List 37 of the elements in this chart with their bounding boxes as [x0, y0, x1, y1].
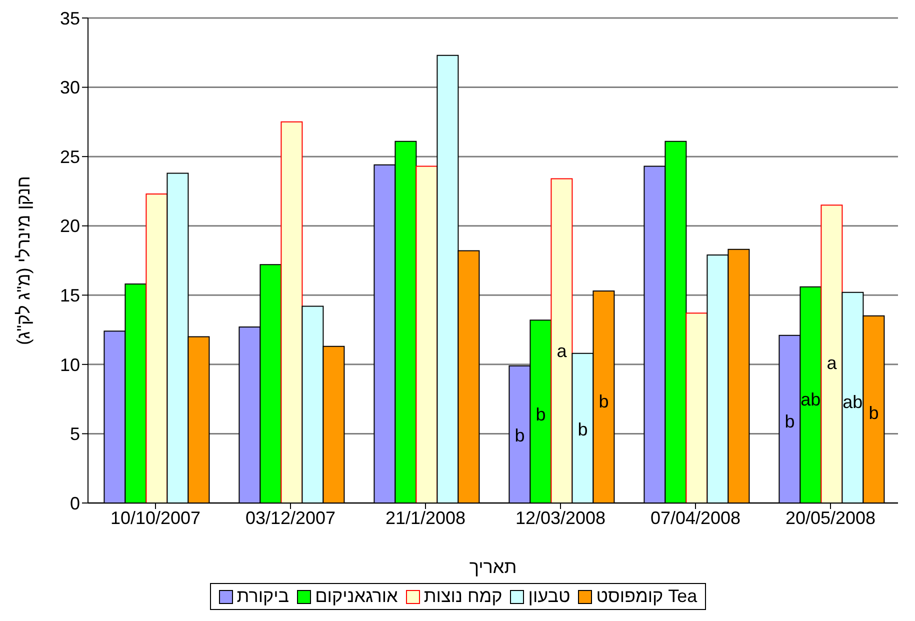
x-tick-label: 20/05/2008 — [785, 508, 876, 528]
data-label: b — [536, 404, 546, 425]
data-label: a — [826, 352, 838, 373]
x-tick-label: 12/03/2008 — [515, 508, 606, 528]
legend-label: קמח נוצות — [424, 586, 502, 607]
data-label: b — [514, 425, 525, 446]
data-label: a — [556, 341, 568, 362]
data-label: b — [784, 412, 795, 432]
legend-label: אורגאניקום — [315, 586, 398, 607]
data-label: ab — [800, 390, 821, 410]
x-axis-title: תאריך — [469, 557, 517, 577]
x-tick-label: 21/1/2008 — [385, 508, 466, 528]
x-tick-label: 10/10/2007 — [110, 508, 201, 528]
y-tick-label: 25 — [60, 146, 80, 167]
y-tick-label: 30 — [60, 78, 80, 98]
x-tick-label: 07/04/2008 — [650, 508, 741, 528]
y-tick-label: 15 — [60, 286, 80, 306]
legend-label: טבעון — [528, 586, 570, 607]
data-label: b — [598, 392, 609, 412]
data-label: b — [578, 420, 588, 440]
y-tick-label: 0 — [70, 493, 80, 514]
x-tick-label: 03/12/2007 — [245, 508, 336, 528]
legend-label: ביקורת — [236, 586, 290, 607]
y-axis-title: חנקן מינרלי (מ"ג לק"ג) — [13, 176, 34, 345]
bar — [416, 166, 438, 503]
y-tick-label: 5 — [70, 424, 80, 444]
bar — [146, 193, 168, 503]
bar — [280, 121, 303, 503]
bar — [550, 178, 573, 503]
bar — [820, 204, 843, 503]
data-label: ab — [842, 392, 863, 412]
y-tick-label: 35 — [60, 8, 80, 28]
legend-label: קומפוסט Tea — [596, 586, 698, 607]
y-tick-label: 20 — [60, 216, 80, 236]
data-label: b — [868, 402, 879, 423]
bar — [686, 312, 708, 503]
y-tick-label: 10 — [60, 354, 80, 375]
